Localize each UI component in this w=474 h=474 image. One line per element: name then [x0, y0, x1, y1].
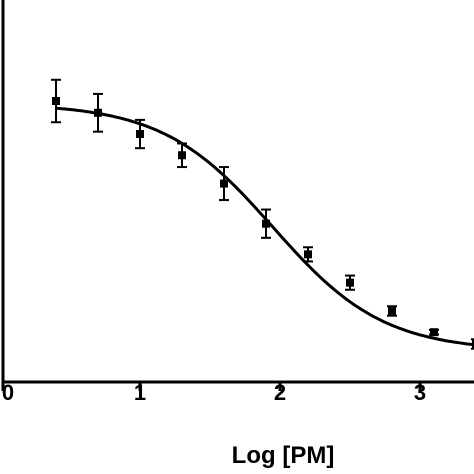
data-point: [135, 118, 145, 150]
x-tick-label-3: 3: [414, 380, 426, 405]
x-tick-label-0: 0: [2, 380, 14, 405]
data-point: [345, 274, 355, 291]
data-point: [429, 328, 439, 337]
point-marker: [136, 130, 144, 139]
x-ticks: 0 1 2 3: [1, 380, 426, 405]
data-point: [471, 338, 474, 350]
point-marker: [178, 151, 186, 160]
x-axis-label: Log [PM]: [232, 442, 335, 469]
data-point: [93, 92, 103, 133]
data-point: [51, 78, 61, 124]
point-marker: [262, 219, 270, 228]
x-tick-label-1: 1: [134, 380, 146, 405]
point-marker: [220, 179, 228, 188]
axes: [1, 0, 474, 384]
point-marker: [52, 97, 60, 105]
data-point: [219, 166, 229, 202]
data-point: [387, 305, 397, 317]
x-tick-label-2: 2: [274, 380, 286, 405]
data-point: [177, 142, 187, 169]
point-marker: [472, 340, 474, 348]
data-point: [303, 246, 313, 263]
point-marker: [430, 328, 438, 337]
data-point: [261, 208, 271, 239]
point-marker: [388, 306, 396, 315]
point-marker: [304, 250, 312, 259]
point-marker: [94, 108, 102, 117]
data-points: [51, 78, 474, 350]
fit-curve: [55, 106, 474, 347]
point-marker: [346, 278, 354, 287]
